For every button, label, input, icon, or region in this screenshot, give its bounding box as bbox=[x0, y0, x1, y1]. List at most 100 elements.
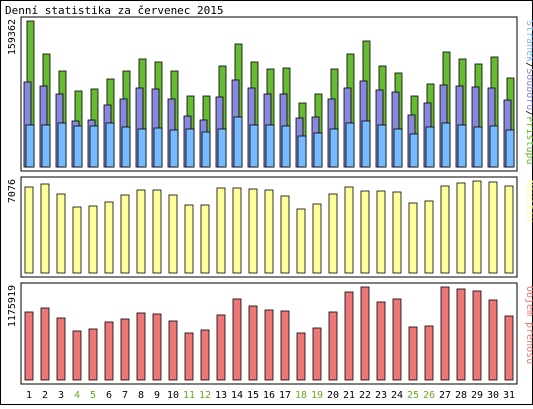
bar-návštěv-day-26 bbox=[424, 200, 434, 274]
legend-panel-1: Stránek/Souborů/Přístupů bbox=[524, 20, 533, 165]
bar-objem-přenosu-day-31 bbox=[504, 315, 514, 381]
x-tick-day-27: 27 bbox=[439, 390, 451, 401]
bar-návštěv-day-31 bbox=[504, 185, 514, 274]
bar-návštěv-day-1 bbox=[24, 186, 34, 274]
bar-návštěv-day-13 bbox=[216, 187, 226, 274]
bar-návštěv-day-17 bbox=[280, 195, 290, 274]
bar-stránek-day-25 bbox=[409, 133, 419, 168]
bar-stránek-day-6 bbox=[105, 122, 115, 168]
bar-objem-přenosu-day-20 bbox=[328, 311, 338, 381]
bar-stránek-day-8 bbox=[137, 128, 147, 168]
x-tick-day-16: 16 bbox=[263, 390, 275, 401]
x-tick-day-28: 28 bbox=[455, 390, 467, 401]
bar-návštěv-day-19 bbox=[312, 203, 322, 274]
legend-panel-3: Objem přenosu bbox=[524, 286, 533, 364]
bar-objem-přenosu-day-27 bbox=[440, 286, 450, 381]
bar-objem-přenosu-day-22 bbox=[360, 286, 370, 381]
x-tick-day-20: 20 bbox=[327, 390, 339, 401]
bar-objem-přenosu-day-28 bbox=[456, 288, 466, 381]
bar-stránek-day-26 bbox=[425, 126, 435, 168]
bar-návštěv-day-21 bbox=[344, 186, 354, 274]
bar-návštěv-day-12 bbox=[200, 204, 210, 274]
legend-entry: Přístupů bbox=[524, 116, 533, 164]
y-max-label-panel-3: 1175919 bbox=[7, 285, 18, 327]
x-tick-day-7: 7 bbox=[122, 390, 128, 401]
x-tick-day-29: 29 bbox=[471, 390, 483, 401]
bar-stránek-day-24 bbox=[393, 128, 403, 168]
bar-návštěv-day-4 bbox=[72, 206, 82, 274]
bar-návštěv-day-10 bbox=[168, 194, 178, 274]
bar-objem-přenosu-day-30 bbox=[488, 299, 498, 381]
bar-stránek-day-28 bbox=[457, 124, 467, 168]
x-tick-day-3: 3 bbox=[58, 390, 64, 401]
panel-frame-2 bbox=[20, 176, 518, 278]
bar-návštěv-day-16 bbox=[264, 189, 274, 274]
panel-frame-1 bbox=[20, 16, 518, 172]
bar-objem-přenosu-day-13 bbox=[216, 314, 226, 381]
bar-objem-přenosu-day-8 bbox=[136, 312, 146, 381]
x-tick-day-17: 17 bbox=[279, 390, 291, 401]
bar-objem-přenosu-day-17 bbox=[280, 310, 290, 381]
bar-návštěv-day-14 bbox=[232, 187, 242, 274]
x-tick-day-23: 23 bbox=[375, 390, 387, 401]
bar-návštěv-day-29 bbox=[472, 180, 482, 274]
bar-stránek-day-13 bbox=[217, 128, 227, 168]
bar-stránek-day-22 bbox=[361, 120, 371, 168]
legend-entry: Návštěv bbox=[524, 180, 533, 222]
bar-stránek-day-7 bbox=[121, 126, 131, 168]
bar-objem-přenosu-day-12 bbox=[200, 329, 210, 381]
bar-objem-přenosu-day-3 bbox=[56, 317, 66, 381]
x-tick-day-18: 18 bbox=[295, 390, 307, 401]
bar-návštěv-day-7 bbox=[120, 194, 130, 274]
bar-objem-přenosu-day-10 bbox=[168, 320, 178, 381]
bar-objem-přenosu-day-25 bbox=[408, 326, 418, 381]
y-max-label-panel-1: 159362 bbox=[7, 19, 18, 55]
panel-frame-3 bbox=[20, 282, 518, 385]
bar-stránek-day-1 bbox=[25, 124, 35, 168]
x-tick-day-21: 21 bbox=[343, 390, 355, 401]
bar-objem-přenosu-day-18 bbox=[296, 332, 306, 381]
bar-návštěv-day-6 bbox=[104, 201, 114, 274]
bar-objem-přenosu-day-1 bbox=[24, 311, 34, 381]
bar-stránek-day-2 bbox=[41, 124, 51, 168]
x-tick-day-22: 22 bbox=[359, 390, 371, 401]
bar-objem-přenosu-day-23 bbox=[376, 301, 386, 381]
bar-stránek-day-5 bbox=[89, 125, 99, 168]
bar-návštěv-day-23 bbox=[376, 190, 386, 274]
x-tick-day-4: 4 bbox=[74, 390, 80, 401]
y-max-label-panel-2: 7076 bbox=[7, 179, 18, 203]
legend-separator: / bbox=[524, 110, 533, 116]
bar-objem-přenosu-day-2 bbox=[40, 307, 50, 381]
bar-objem-přenosu-day-4 bbox=[72, 330, 82, 381]
bar-stránek-day-20 bbox=[329, 128, 339, 168]
bar-návštěv-day-15 bbox=[248, 188, 258, 274]
x-tick-day-12: 12 bbox=[199, 390, 211, 401]
bar-stránek-day-9 bbox=[153, 127, 163, 168]
bar-objem-přenosu-day-11 bbox=[184, 332, 194, 381]
bar-návštěv-day-18 bbox=[296, 208, 306, 274]
bar-návštěv-day-11 bbox=[184, 204, 194, 274]
bar-stránek-day-10 bbox=[169, 129, 179, 168]
x-tick-day-25: 25 bbox=[407, 390, 419, 401]
x-tick-day-9: 9 bbox=[154, 390, 160, 401]
x-tick-day-30: 30 bbox=[487, 390, 499, 401]
x-tick-day-13: 13 bbox=[215, 390, 227, 401]
x-tick-day-10: 10 bbox=[167, 390, 179, 401]
bar-stránek-day-18 bbox=[297, 135, 307, 168]
bar-stránek-day-30 bbox=[489, 125, 499, 168]
bar-stránek-day-16 bbox=[265, 124, 275, 168]
x-tick-day-8: 8 bbox=[138, 390, 144, 401]
bar-stránek-day-17 bbox=[281, 125, 291, 168]
bar-stránek-day-3 bbox=[57, 122, 67, 168]
bar-návštěv-day-2 bbox=[40, 183, 50, 274]
x-tick-day-14: 14 bbox=[231, 390, 243, 401]
bar-objem-přenosu-day-15 bbox=[248, 305, 258, 381]
bar-návštěv-day-9 bbox=[152, 189, 162, 274]
x-tick-day-5: 5 bbox=[90, 390, 96, 401]
legend-entry: Souborů bbox=[524, 68, 533, 110]
x-tick-day-1: 1 bbox=[26, 390, 32, 401]
bar-návštěv-day-8 bbox=[136, 189, 146, 274]
bar-návštěv-day-20 bbox=[328, 193, 338, 274]
